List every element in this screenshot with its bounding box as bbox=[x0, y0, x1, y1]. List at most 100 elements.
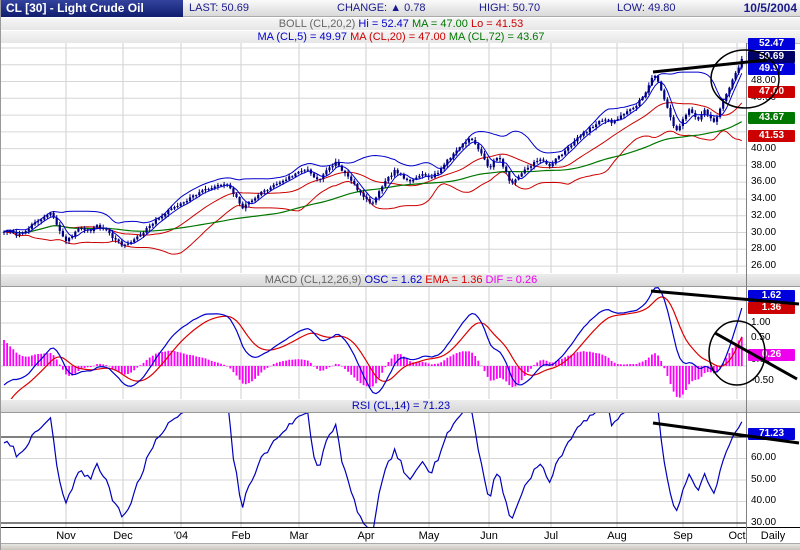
macd-histogram-bar bbox=[372, 366, 374, 387]
macd-histogram-bar bbox=[589, 351, 591, 366]
candle-body bbox=[334, 161, 337, 166]
candle-body bbox=[176, 205, 179, 207]
high-value: 50.70 bbox=[512, 2, 541, 14]
macd-histogram-bar bbox=[508, 366, 511, 386]
candle-body bbox=[722, 101, 725, 109]
candle-body bbox=[486, 159, 489, 167]
candle-body bbox=[154, 219, 157, 224]
candle-body bbox=[130, 242, 133, 244]
macd-histogram-bar bbox=[412, 362, 415, 366]
macd-histogram-bar bbox=[300, 359, 303, 366]
candle-body bbox=[564, 150, 567, 155]
macd-histogram-bar bbox=[663, 366, 666, 369]
macd-histogram-bar bbox=[486, 366, 489, 377]
candle-body bbox=[647, 85, 650, 93]
candle-body bbox=[260, 191, 263, 196]
macd-histogram-bar bbox=[322, 366, 325, 371]
macd-histogram-bar bbox=[734, 343, 737, 366]
macd-histogram-bar bbox=[148, 357, 151, 366]
macd-histogram-bar bbox=[347, 366, 349, 372]
macd-histogram-bar bbox=[319, 366, 322, 371]
macd-histogram-bar bbox=[554, 361, 557, 366]
macd-histogram-bar bbox=[641, 361, 644, 366]
macd-histogram-bar bbox=[58, 364, 61, 366]
candle-body bbox=[108, 230, 111, 234]
candle-body bbox=[511, 180, 514, 183]
candle-body bbox=[731, 79, 734, 88]
candle-body bbox=[536, 160, 539, 162]
candle-body bbox=[15, 232, 18, 236]
candle-body bbox=[340, 165, 343, 171]
candle-body bbox=[691, 109, 694, 113]
rsi-value: 71.23 bbox=[422, 400, 451, 412]
candle-body bbox=[545, 160, 548, 165]
candle-body bbox=[170, 208, 173, 211]
candle-body bbox=[350, 176, 353, 181]
candle-body bbox=[619, 115, 622, 120]
price-axis-separator bbox=[746, 43, 747, 543]
macd-histogram-bar bbox=[164, 351, 167, 366]
macd-histogram-bar bbox=[595, 353, 597, 366]
candle-body bbox=[396, 169, 399, 174]
macd-histogram-bar bbox=[415, 362, 418, 366]
macd-histogram-bar bbox=[409, 361, 411, 366]
candle-body bbox=[30, 224, 33, 229]
macd-histogram-bar bbox=[337, 364, 340, 366]
ma-legend-strip: MA (CL,5) = 49.97 MA (CL,20) = 47.00 MA … bbox=[1, 30, 800, 44]
macd-histogram-bar bbox=[480, 365, 483, 367]
candle-body bbox=[201, 190, 204, 193]
macd-name: MACD (CL,12,26,9) bbox=[264, 274, 362, 286]
candle-body bbox=[216, 185, 219, 187]
title-bar: CL [30] - Light Crude Oil LAST: 50.69 CH… bbox=[1, 0, 800, 17]
macd-histogram-bar bbox=[620, 364, 622, 366]
macd-histogram-bar bbox=[179, 352, 182, 366]
change-value: 0.78 bbox=[404, 2, 426, 14]
candle-body bbox=[337, 161, 340, 166]
macd-histogram-bar bbox=[201, 357, 204, 366]
candle-body bbox=[80, 228, 83, 230]
candle-body bbox=[173, 206, 176, 209]
candle-body bbox=[467, 138, 471, 143]
candle-body bbox=[703, 109, 706, 115]
macd-histogram-bar bbox=[613, 362, 616, 366]
macd-histogram-bar bbox=[527, 366, 529, 373]
rsi-header: RSI (CL,14) = 71.23 bbox=[1, 399, 800, 413]
candle-body bbox=[650, 77, 653, 86]
macd-histogram-bar bbox=[461, 351, 464, 366]
candle-body bbox=[43, 217, 46, 220]
candle-body bbox=[669, 107, 672, 118]
boll-lo-value: Lo = 41.53 bbox=[470, 18, 524, 30]
candle-body bbox=[167, 210, 170, 215]
candle-body bbox=[83, 228, 86, 231]
candle-body bbox=[331, 165, 334, 168]
rsi-name: RSI (CL,14) = bbox=[351, 400, 420, 412]
macd-histogram-bar bbox=[49, 352, 52, 366]
macd-histogram-bar bbox=[514, 366, 517, 387]
macd-histogram-bar bbox=[220, 363, 222, 366]
macd-histogram-bar bbox=[449, 356, 452, 366]
candle-body bbox=[495, 158, 498, 161]
candle-body bbox=[145, 228, 148, 233]
candle-body bbox=[688, 109, 691, 115]
candle-body bbox=[46, 215, 49, 218]
macd-histogram-bar bbox=[381, 366, 384, 373]
macd-histogram-bar bbox=[52, 355, 55, 366]
macd-histogram-bar bbox=[511, 366, 514, 388]
macd-histogram-bar bbox=[170, 350, 173, 366]
candle-body bbox=[27, 228, 30, 232]
macd-histogram-bar bbox=[384, 366, 387, 368]
macd-histogram-bar bbox=[9, 346, 12, 366]
macd-histogram-bar bbox=[582, 351, 585, 366]
candle-body bbox=[325, 170, 328, 175]
rsi-chart-pane[interactable] bbox=[1, 413, 746, 527]
candle-body bbox=[356, 183, 359, 191]
high-field: HIGH: 50.70 bbox=[479, 0, 540, 17]
ma5-value: MA (CL,5) = 49.97 bbox=[257, 31, 348, 43]
candle-body bbox=[263, 190, 266, 192]
macd-histogram-bar bbox=[65, 366, 67, 375]
macd-histogram-bar bbox=[108, 366, 111, 367]
bottom-status-strip bbox=[1, 543, 800, 550]
candle-body bbox=[229, 184, 232, 189]
macd-histogram-bar bbox=[251, 366, 253, 382]
